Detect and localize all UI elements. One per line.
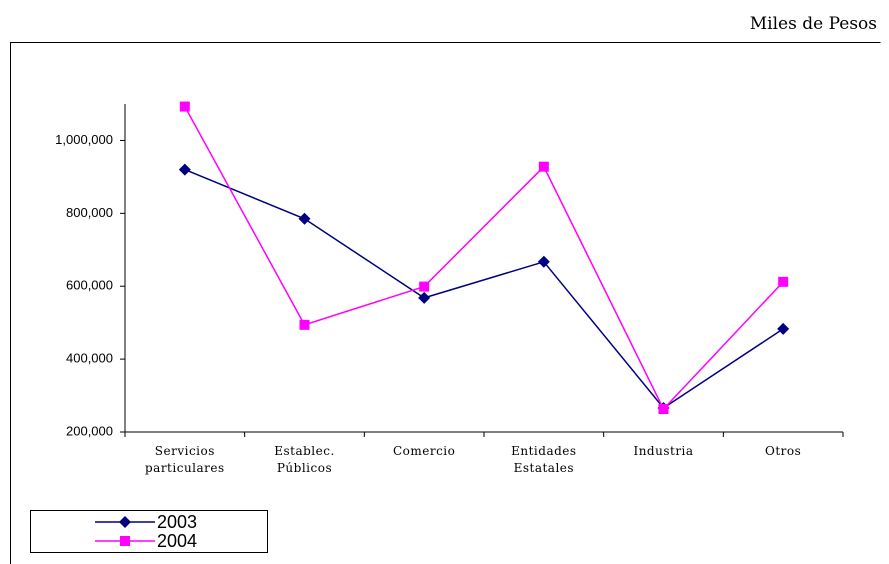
y-tick-label: 600,000 (66, 278, 113, 293)
x-tick-label: Entidades Estatales (511, 444, 577, 475)
marker (418, 291, 431, 304)
series-line (184, 168, 784, 409)
legend-label: 2004 (157, 531, 197, 551)
marker (419, 281, 430, 292)
marker (298, 212, 311, 225)
y-tick-label: 800,000 (66, 205, 113, 220)
x-tick-label: Comercio (392, 444, 456, 458)
x-tick-label: Establec. Públicos (274, 444, 335, 475)
y-tick-label: 200,000 (66, 423, 113, 438)
x-tick-label: Industria (633, 444, 694, 458)
marker (658, 404, 669, 415)
y-tick-label: 1,000,000 (55, 132, 113, 147)
x-tick-label: Otros (765, 444, 802, 458)
x-tick-label: Servicios particulares (144, 444, 225, 475)
marker (119, 516, 131, 528)
marker (537, 255, 550, 268)
marker (778, 276, 789, 287)
marker (178, 163, 191, 176)
marker (179, 101, 190, 112)
chart-frame (10, 42, 881, 564)
legend-label: 2003 (157, 512, 197, 532)
series-line (184, 106, 784, 411)
marker (777, 322, 790, 335)
legend: 2003 2004 (30, 510, 268, 553)
marker (299, 319, 310, 330)
marker (120, 536, 130, 546)
y-tick-label: 400,000 (66, 351, 113, 366)
unit-label: Miles de Pesos (749, 14, 877, 34)
marker (538, 161, 549, 172)
